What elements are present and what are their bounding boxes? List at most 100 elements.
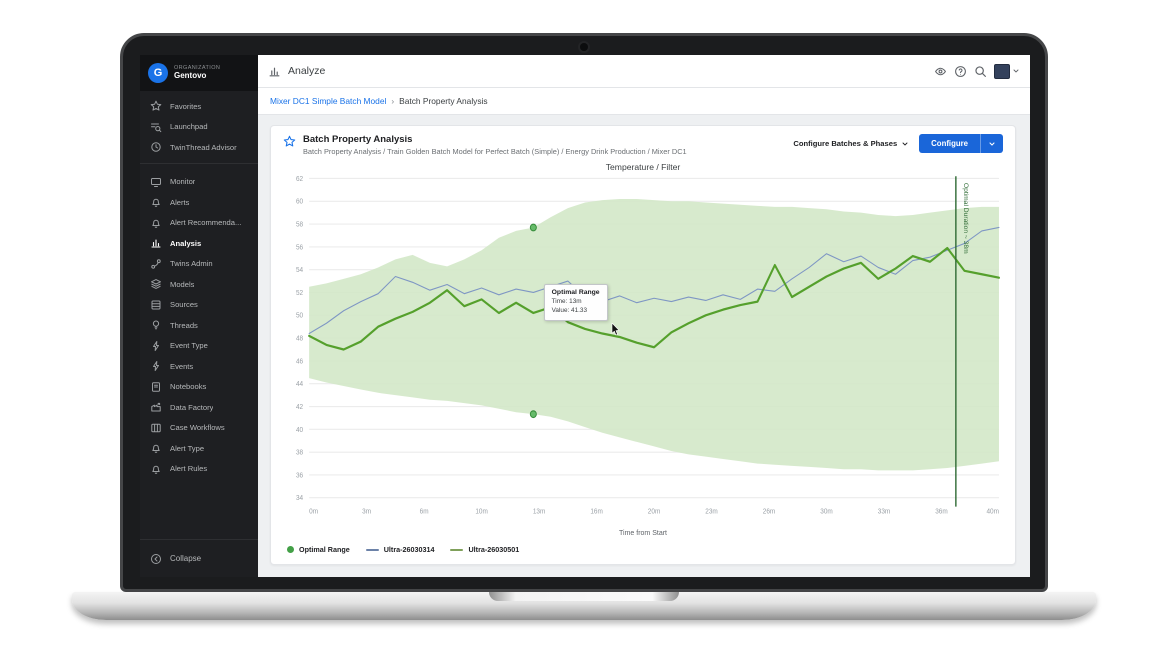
- sidebar-item-label: Case Workflows: [170, 423, 225, 433]
- collapse-label: Collapse: [170, 554, 202, 563]
- bolt-icon: [153, 340, 159, 351]
- org-name: Gentovo: [174, 71, 207, 81]
- sidebar-item-data-factory[interactable]: Data Factory: [140, 397, 258, 418]
- svg-text:56: 56: [296, 244, 303, 251]
- svg-text:23m: 23m: [705, 508, 718, 515]
- svg-text:52: 52: [296, 290, 303, 297]
- avatar: [994, 63, 1010, 79]
- bell-icon: [152, 198, 160, 208]
- chart-title: Temperature / Filter: [605, 162, 681, 172]
- factory-icon: [151, 403, 161, 412]
- breadcrumb-current: Batch Property Analysis: [399, 96, 488, 106]
- sidebar-item-label: Threads: [170, 320, 198, 330]
- main-area: Analyze Mixer DC1 Simple Batch Model › B…: [258, 55, 1030, 577]
- sidebar-item-twins-admin[interactable]: Twins Admin: [140, 254, 258, 275]
- sidebar-item-alert-recommendations[interactable]: Alert Recommenda...: [140, 213, 258, 234]
- sidebar-collapse-button[interactable]: Collapse: [140, 539, 258, 577]
- sidebar-item-models[interactable]: Models: [140, 274, 258, 295]
- eye-icon[interactable]: [934, 65, 947, 78]
- legend-line-swatch: [365, 548, 379, 551]
- svg-text:0m: 0m: [309, 508, 318, 515]
- sidebar-main-nav: Monitor Alerts Alert Recommenda... Analy…: [140, 167, 258, 540]
- sidebar-item-label: Favorites: [170, 101, 202, 111]
- org-header[interactable]: G ORGANIZATION Gentovo: [140, 55, 258, 91]
- sidebar-item-monitor[interactable]: Monitor: [140, 172, 258, 193]
- sidebar-item-alerts[interactable]: Alerts: [140, 192, 258, 213]
- svg-text:42: 42: [296, 404, 303, 411]
- sidebar-item-threads[interactable]: Threads: [140, 315, 258, 336]
- star-icon: [150, 100, 162, 111]
- svg-text:38: 38: [296, 449, 303, 456]
- sidebar-item-favorites[interactable]: Favorites: [140, 96, 258, 117]
- sidebar-item-label: Twins Admin: [170, 259, 213, 269]
- svg-text:50: 50: [296, 313, 303, 320]
- configure-batches-phases-button[interactable]: Configure Batches & Phases: [793, 139, 909, 148]
- bar-chart-icon: [151, 239, 161, 248]
- sidebar-item-label: Alert Recommenda...: [170, 218, 242, 228]
- chart-area[interactable]: 34 36 38 40 42 44 46 48 50 52 54 56 58 60 62 Optimal Du…: [283, 174, 1003, 529]
- sidebar: G ORGANIZATION Gentovo Favorites Launchp…: [140, 55, 258, 577]
- legend-label: Ultra-26030314: [383, 545, 435, 554]
- chevron-down-icon: [1013, 69, 1019, 73]
- svg-text:6m: 6m: [420, 508, 429, 515]
- sidebar-item-alert-type[interactable]: Alert Type: [140, 438, 258, 459]
- svg-text:36: 36: [296, 472, 303, 479]
- sidebar-item-launchpad[interactable]: Launchpad: [140, 117, 258, 138]
- sidebar-item-analysis[interactable]: Analysis: [140, 233, 258, 254]
- sidebar-item-twinthread-advisor[interactable]: TwinThread Advisor: [140, 137, 258, 158]
- panel-titles: Batch Property Analysis Batch Property A…: [303, 134, 687, 156]
- svg-text:40: 40: [296, 427, 303, 434]
- page-title: Analyze: [288, 65, 326, 77]
- svg-text:20m: 20m: [648, 508, 661, 515]
- collapse-chevron-icon: [151, 553, 161, 564]
- user-menu[interactable]: [994, 63, 1020, 79]
- chart-legend: Optimal Range Ultra-26030314 Ultra-26030…: [287, 545, 1003, 554]
- bell-icon: [152, 465, 160, 474]
- app-window: G ORGANIZATION Gentovo Favorites Launchp…: [140, 55, 1030, 577]
- legend-item-ultra-26030314[interactable]: Ultra-26030314: [365, 545, 435, 554]
- legend-item-optimal-range[interactable]: Optimal Range: [287, 545, 350, 554]
- favorite-star-icon[interactable]: [283, 135, 296, 148]
- sidebar-item-case-workflows[interactable]: Case Workflows: [140, 418, 258, 439]
- svg-text:44: 44: [296, 381, 303, 388]
- laptop-base: [72, 592, 1096, 620]
- bolt-icon: [153, 361, 159, 372]
- configure-dropdown-toggle[interactable]: [980, 134, 1003, 153]
- monitor-icon: [151, 177, 161, 187]
- configure-button-label: Configure: [931, 139, 968, 148]
- panel-title: Batch Property Analysis: [303, 134, 413, 145]
- card-header: Batch Property Analysis Batch Property A…: [283, 134, 1003, 156]
- launchpad-icon: [151, 123, 162, 132]
- svg-text:16m: 16m: [590, 508, 603, 515]
- configure-button[interactable]: Configure: [919, 134, 1003, 153]
- chevron-down-icon: [989, 141, 995, 146]
- notebook-icon: [152, 382, 160, 392]
- sidebar-item-label: Monitor: [170, 177, 196, 187]
- svg-text:10m: 10m: [475, 508, 488, 515]
- breadcrumb-parent-link[interactable]: Mixer DC1 Simple Batch Model: [270, 96, 387, 106]
- sidebar-item-notebooks[interactable]: Notebooks: [140, 377, 258, 398]
- chart-svg[interactable]: 34 36 38 40 42 44 46 48 50 52 54 56 58 60 62 Optimal Du…: [283, 174, 1003, 529]
- search-icon[interactable]: [974, 65, 987, 78]
- sidebar-item-label: Models: [170, 279, 195, 289]
- sidebar-item-alert-rules[interactable]: Alert Rules: [140, 459, 258, 480]
- sidebar-item-label: Notebooks: [170, 382, 207, 392]
- analyze-chart-icon: [269, 67, 280, 76]
- sidebar-item-events[interactable]: Events: [140, 356, 258, 377]
- svg-text:54: 54: [296, 267, 303, 274]
- sidebar-item-label: Events: [170, 361, 194, 371]
- x-axis-title: Time from Start: [619, 530, 667, 537]
- sidebar-item-sources[interactable]: Sources: [140, 295, 258, 316]
- sidebar-item-event-type[interactable]: Event Type: [140, 336, 258, 357]
- help-icon[interactable]: [954, 65, 967, 78]
- org-text: ORGANIZATION Gentovo: [174, 65, 220, 82]
- legend-label: Optimal Range: [299, 545, 350, 554]
- lightbulb-icon: [152, 320, 160, 330]
- svg-text:Optimal Duration ~ 38m: Optimal Duration ~ 38m: [962, 183, 969, 254]
- org-logo: G: [148, 63, 168, 83]
- sidebar-item-label: Sources: [170, 300, 198, 310]
- svg-text:58: 58: [296, 221, 303, 228]
- chevron-down-icon: [902, 142, 908, 146]
- legend-item-ultra-26030501[interactable]: Ultra-26030501: [450, 545, 519, 554]
- svg-text:13m: 13m: [533, 508, 546, 515]
